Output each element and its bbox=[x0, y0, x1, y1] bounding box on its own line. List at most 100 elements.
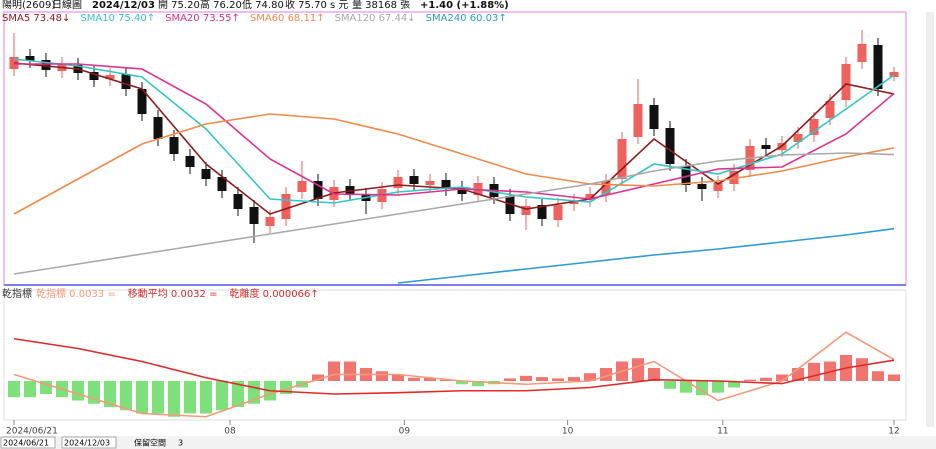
candle-body bbox=[425, 181, 435, 185]
candle-body bbox=[617, 139, 627, 179]
histogram-bar bbox=[136, 381, 148, 414]
open: 開 75.20 bbox=[158, 0, 200, 11]
main-panel-border bbox=[3, 11, 907, 286]
histogram-bar bbox=[776, 374, 788, 381]
histogram-bar bbox=[680, 381, 692, 393]
high: 高 76.20 bbox=[200, 0, 242, 11]
histogram-bar bbox=[392, 374, 404, 381]
x-tick-label: 10 bbox=[562, 427, 574, 437]
candle-body bbox=[793, 134, 803, 142]
scrollbar[interactable] bbox=[926, 12, 934, 427]
histogram-bar bbox=[168, 381, 180, 417]
histogram-bar bbox=[216, 381, 228, 411]
close: 收 75.70 s 元 bbox=[285, 0, 348, 11]
symbol: 陽明(2609) bbox=[2, 0, 55, 11]
candle-body bbox=[537, 205, 547, 219]
histogram-bar bbox=[872, 371, 884, 381]
end-date: 2024/12/03 bbox=[64, 439, 110, 448]
x-tick-label: 2024/06/21 bbox=[6, 427, 58, 437]
histogram-bar bbox=[8, 381, 20, 398]
candle-body bbox=[873, 45, 883, 89]
ma-line bbox=[14, 63, 895, 200]
histogram-bar bbox=[456, 381, 468, 385]
candle-body bbox=[297, 181, 307, 192]
view: 日線圖 bbox=[52, 0, 82, 11]
histogram-bar bbox=[232, 381, 244, 407]
candle-body bbox=[249, 207, 259, 224]
volume: 量 38168 張 bbox=[352, 0, 410, 11]
ma-line bbox=[13, 58, 895, 204]
x-tick-label: 09 bbox=[399, 427, 411, 437]
ma-line bbox=[13, 113, 895, 215]
change: +1.40 (+1.88%) bbox=[420, 0, 509, 11]
histogram-bar bbox=[744, 379, 756, 381]
histogram-bar bbox=[712, 381, 724, 393]
histogram-bar bbox=[72, 381, 84, 401]
candle-body bbox=[185, 156, 195, 167]
candle-body bbox=[649, 105, 659, 129]
histogram-legend: 乾離度 0.000066↑ bbox=[229, 287, 318, 300]
candle-body bbox=[233, 194, 243, 209]
legend-entry: SMA60 68.11↑ bbox=[250, 13, 325, 24]
histogram-bar bbox=[312, 374, 324, 381]
legend-entry: 乾指標 0.0033 = bbox=[36, 287, 116, 300]
candle-body bbox=[313, 181, 323, 199]
candle-body bbox=[153, 117, 163, 139]
histogram-bar bbox=[584, 373, 596, 381]
reserve-label: 保留空間 bbox=[134, 438, 166, 448]
legend-entry: SMA5 73.48↓ bbox=[2, 13, 70, 24]
end-input[interactable] bbox=[61, 436, 117, 449]
histogram-bar bbox=[504, 378, 516, 381]
candle-body bbox=[345, 186, 355, 194]
histogram-bar bbox=[888, 374, 900, 381]
start-date: 2024/06/21 bbox=[3, 439, 49, 448]
candle-body bbox=[393, 177, 403, 188]
candle-body bbox=[601, 181, 611, 195]
candle-body bbox=[105, 75, 115, 79]
histogram-bar bbox=[440, 379, 452, 381]
start-input[interactable] bbox=[0, 436, 56, 449]
x-tick-label: 08 bbox=[224, 427, 236, 437]
footer-bar bbox=[0, 436, 936, 449]
candle-body bbox=[825, 101, 835, 118]
date: 2024/12/03 bbox=[92, 0, 155, 11]
candle-body bbox=[281, 194, 291, 219]
histogram-bar bbox=[40, 381, 52, 394]
candle-body bbox=[697, 184, 707, 189]
histogram-bar bbox=[408, 377, 420, 381]
histogram-bar bbox=[664, 381, 676, 389]
candle-body bbox=[553, 205, 563, 220]
candle-body bbox=[681, 166, 691, 185]
histogram-bar bbox=[184, 381, 196, 414]
candle-body bbox=[841, 64, 851, 100]
histogram-bar bbox=[808, 362, 820, 381]
candle-body bbox=[713, 183, 723, 191]
candle-body bbox=[585, 194, 595, 200]
candle-body bbox=[25, 56, 35, 61]
histogram-bar bbox=[104, 381, 116, 407]
histogram-bar bbox=[760, 377, 772, 381]
x-tick-label: 11 bbox=[717, 427, 728, 437]
candle-body bbox=[889, 72, 899, 77]
histogram-bar bbox=[424, 377, 436, 381]
indicator-panel-border bbox=[3, 289, 907, 421]
candle-body bbox=[441, 180, 451, 189]
legend-entry: SMA20 73.55↑ bbox=[165, 13, 240, 24]
histogram-bar bbox=[648, 368, 660, 381]
histogram-bar bbox=[152, 381, 164, 414]
histogram-bar bbox=[856, 358, 868, 381]
candle-body bbox=[409, 176, 419, 184]
histogram-bar bbox=[344, 361, 356, 381]
candle-body bbox=[457, 188, 467, 194]
candle-body bbox=[137, 89, 147, 114]
candle-body bbox=[89, 72, 99, 80]
candle-body bbox=[857, 44, 867, 62]
histogram-bar bbox=[728, 381, 740, 388]
ma-line bbox=[13, 152, 895, 275]
indicator-title: 乾指標 bbox=[2, 287, 32, 300]
candle-body bbox=[521, 206, 531, 215]
histogram-bar bbox=[568, 377, 580, 381]
legend-entry: 移動平均 0.0032 = bbox=[128, 287, 218, 300]
